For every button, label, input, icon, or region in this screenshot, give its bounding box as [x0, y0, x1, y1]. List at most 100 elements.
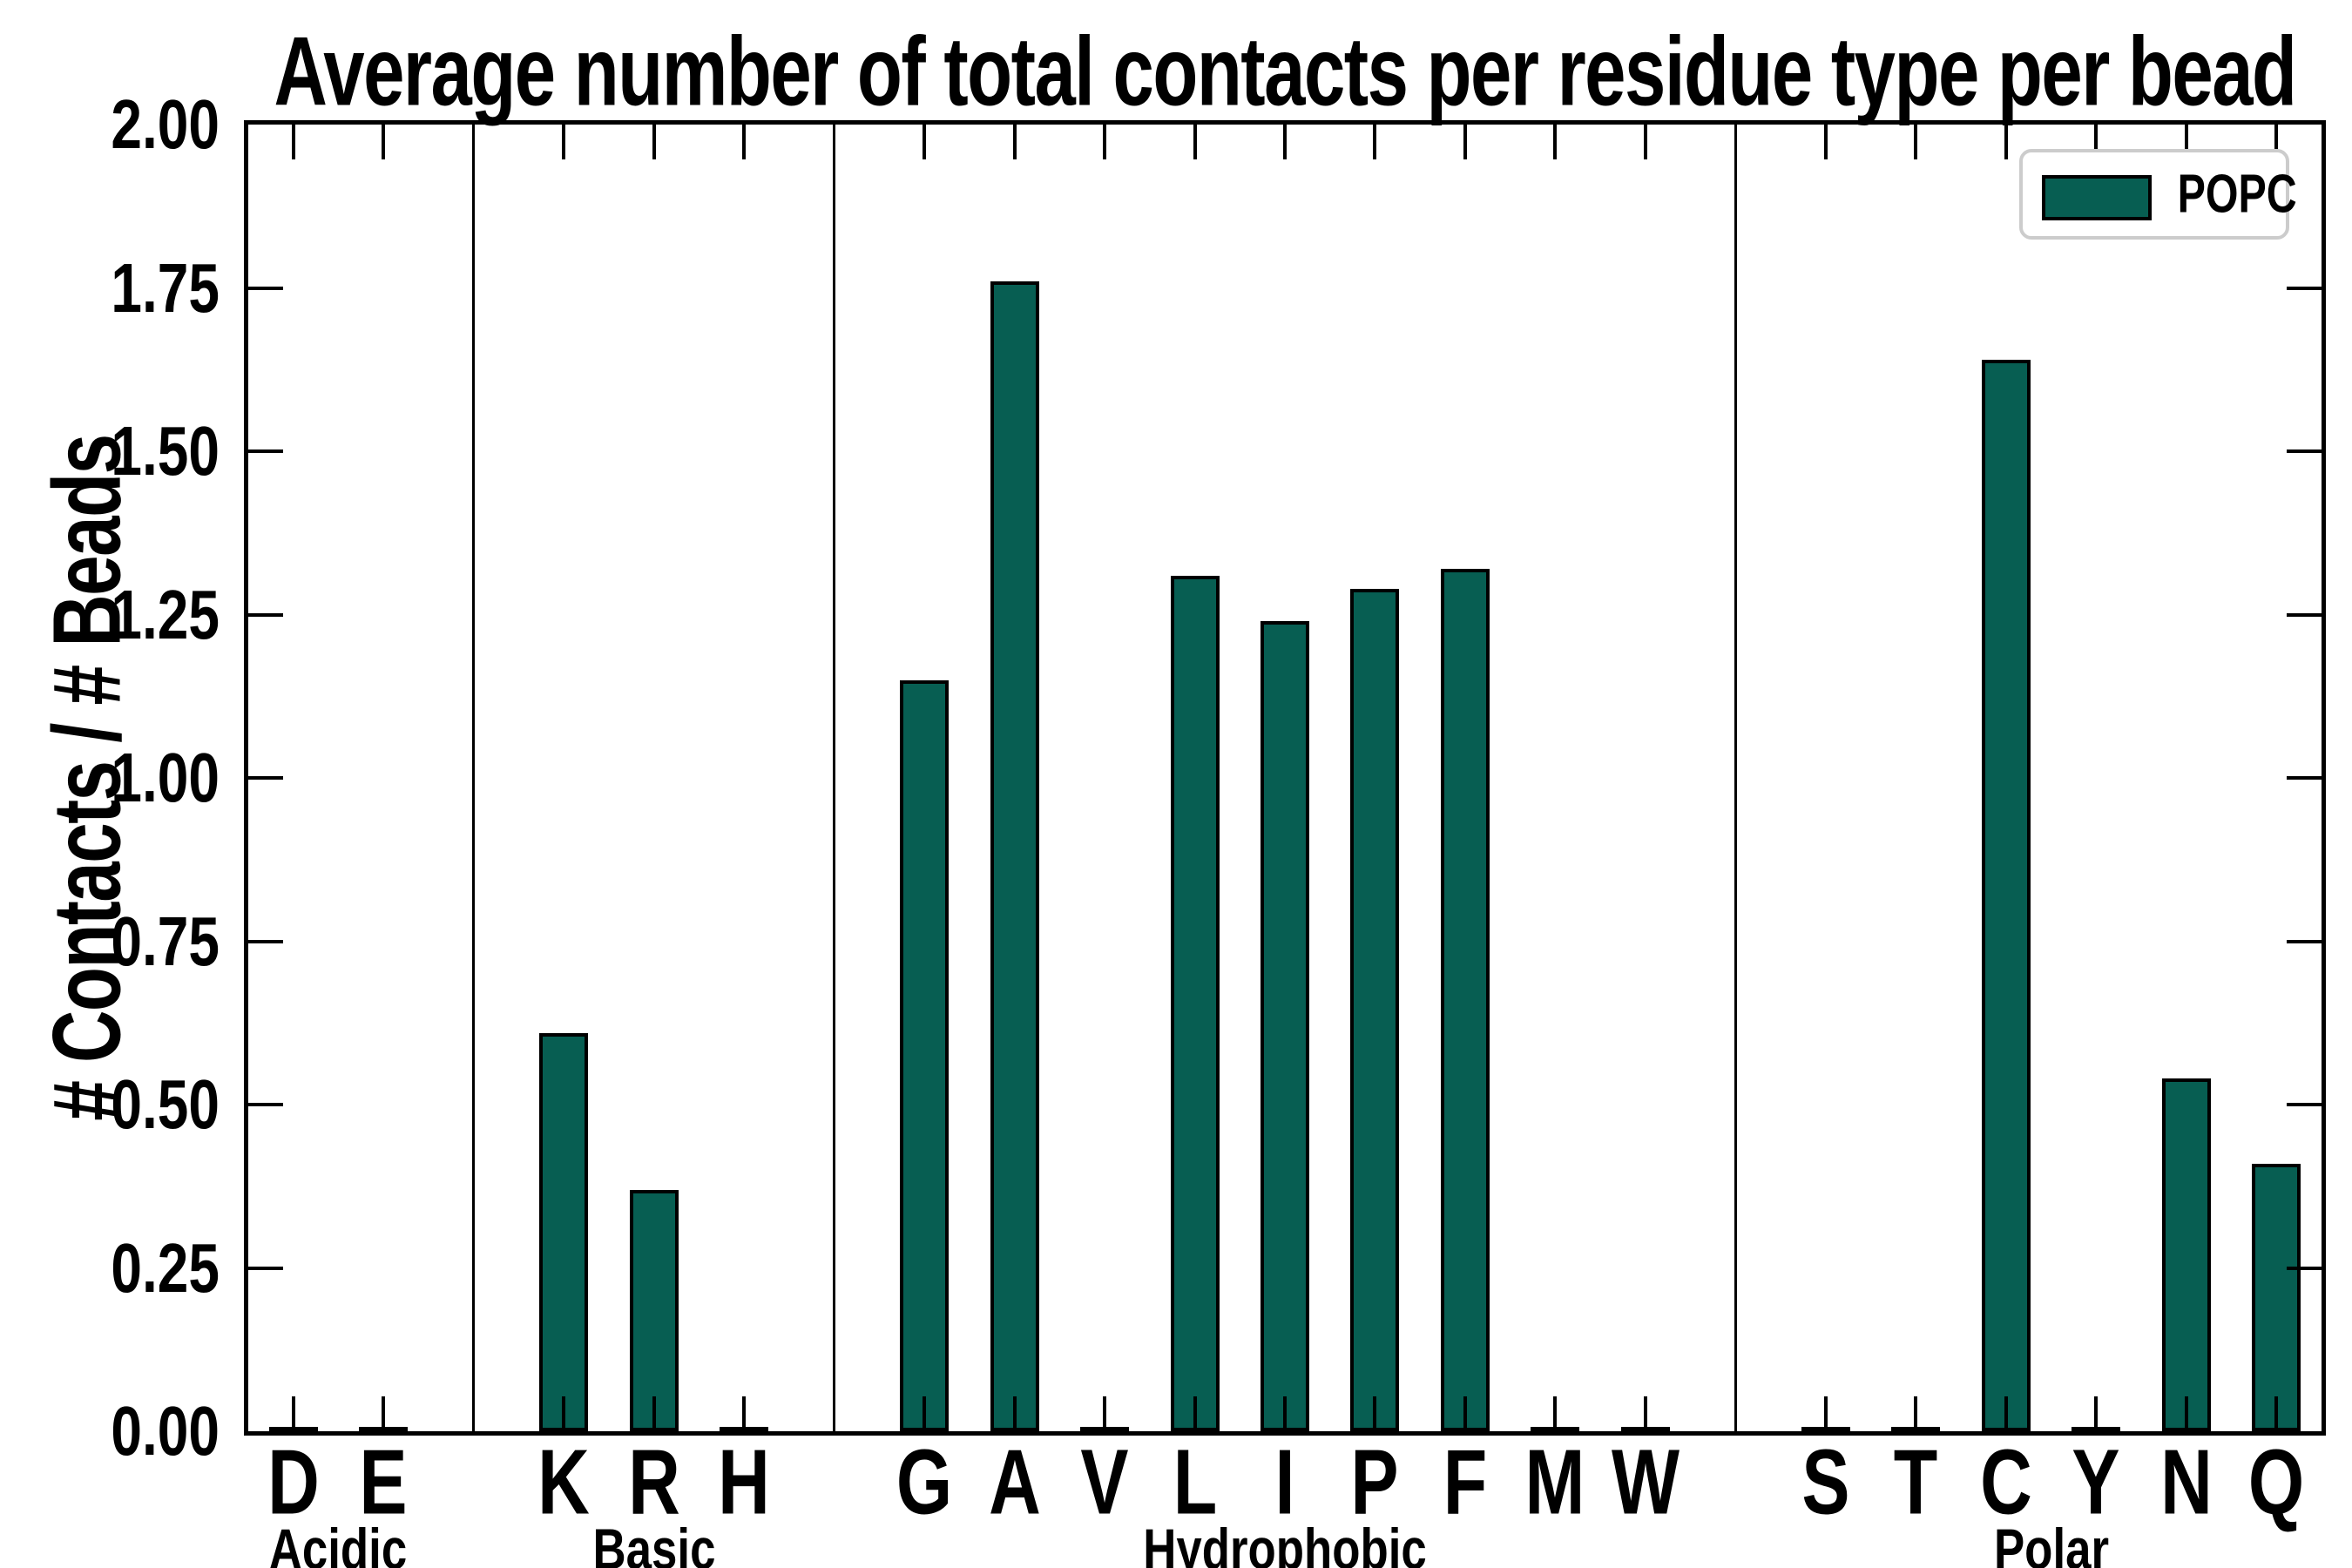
- x-label-F: F: [1443, 1430, 1488, 1534]
- x-tick-top-Q: [2274, 125, 2279, 159]
- y-label-0.50: 0.50: [111, 1065, 220, 1143]
- bar-P: [1350, 588, 1400, 1431]
- x-tick-top-G: [923, 125, 927, 159]
- y-label-1.25: 1.25: [111, 575, 220, 653]
- x-tick-bottom-E: [382, 1396, 386, 1431]
- x-label-E: E: [359, 1430, 408, 1534]
- x-tick-bottom-Q: [2274, 1396, 2279, 1431]
- y-label-2.00: 2.00: [111, 85, 220, 163]
- x-tick-top-H: [742, 125, 747, 159]
- x-tick-bottom-N: [2184, 1396, 2188, 1431]
- y-tick-right-0.50: [2287, 1103, 2322, 1106]
- x-tick-top-S: [1823, 125, 1828, 159]
- x-label-S: S: [1801, 1430, 1850, 1534]
- x-tick-top-P: [1373, 125, 1377, 159]
- x-tick-top-Y: [2094, 125, 2099, 159]
- x-tick-bottom-H: [742, 1396, 747, 1431]
- y-tick-left-1.00: [248, 776, 283, 780]
- group-separator: [472, 125, 476, 1431]
- y-label-1.50: 1.50: [111, 412, 220, 490]
- bar-K: [539, 1032, 589, 1431]
- x-tick-top-K: [562, 125, 566, 159]
- y-tick-right-1.00: [2287, 776, 2322, 780]
- group-separator: [1734, 125, 1737, 1431]
- bar-A: [990, 281, 1039, 1431]
- bar-R: [629, 1189, 679, 1431]
- y-tick-right-1.50: [2287, 449, 2322, 453]
- group-label-basic: Basic: [592, 1517, 716, 1568]
- chart-title: Average number of total contacts per res…: [274, 17, 2297, 126]
- x-label-M: M: [1524, 1430, 1585, 1534]
- x-tick-top-F: [1463, 125, 1467, 159]
- y-tick-right-0.75: [2287, 939, 2322, 943]
- group-label-hydrophobic: Hydrophobic: [1143, 1517, 1427, 1568]
- x-tick-top-V: [1103, 125, 1107, 159]
- legend-label: POPC: [2177, 164, 2297, 225]
- x-tick-bottom-I: [1283, 1396, 1287, 1431]
- x-tick-bottom-F: [1463, 1396, 1467, 1431]
- y-tick-left-1.50: [248, 449, 283, 453]
- legend: POPC: [2019, 149, 2297, 240]
- y-label-0.00: 0.00: [111, 1392, 220, 1470]
- x-label-V: V: [1080, 1430, 1129, 1534]
- bar-L: [1170, 575, 1220, 1431]
- x-tick-top-E: [382, 125, 386, 159]
- x-label-L: L: [1173, 1430, 1217, 1534]
- x-tick-bottom-A: [1012, 1396, 1017, 1431]
- x-tick-bottom-M: [1553, 1396, 1558, 1431]
- x-label-Q: Q: [2248, 1430, 2305, 1534]
- y-label-1.75: 1.75: [111, 248, 220, 327]
- bar-I: [1260, 621, 1309, 1431]
- x-label-A: A: [988, 1430, 1041, 1534]
- x-tick-bottom-W: [1643, 1396, 1647, 1431]
- x-label-W: W: [1611, 1430, 1680, 1534]
- x-tick-bottom-D: [291, 1396, 295, 1431]
- bar-Q: [2252, 1163, 2301, 1431]
- group-label-acidic: Acidic: [269, 1517, 408, 1568]
- x-tick-bottom-P: [1373, 1396, 1377, 1431]
- y-label-1.00: 1.00: [111, 739, 220, 816]
- y-tick-right-1.75: [2287, 286, 2322, 290]
- x-label-H: H: [718, 1430, 770, 1534]
- y-label-0.25: 0.25: [111, 1228, 220, 1307]
- x-tick-bottom-G: [923, 1396, 927, 1431]
- x-tick-top-T: [1914, 125, 1918, 159]
- x-tick-bottom-T: [1914, 1396, 1918, 1431]
- x-label-K: K: [537, 1430, 591, 1534]
- bar-F: [1440, 569, 1490, 1431]
- x-tick-bottom-Y: [2094, 1396, 2099, 1431]
- group-separator: [833, 125, 836, 1431]
- bar-N: [2161, 1078, 2211, 1431]
- y-tick-right-0.25: [2287, 1266, 2322, 1270]
- x-label-P: P: [1350, 1430, 1400, 1534]
- x-tick-top-C: [2004, 125, 2008, 159]
- y-tick-left-1.75: [248, 286, 283, 290]
- plot-border: [244, 120, 2326, 1436]
- x-tick-top-N: [2184, 125, 2188, 159]
- x-tick-bottom-K: [562, 1396, 566, 1431]
- x-tick-top-W: [1643, 125, 1647, 159]
- y-tick-right-1.25: [2287, 612, 2322, 617]
- x-tick-bottom-R: [652, 1396, 656, 1431]
- x-tick-bottom-C: [2004, 1396, 2008, 1431]
- x-label-N: N: [2159, 1430, 2213, 1534]
- x-label-C: C: [1979, 1430, 2032, 1534]
- x-tick-top-L: [1193, 125, 1197, 159]
- x-tick-bottom-V: [1103, 1396, 1107, 1431]
- x-tick-top-R: [652, 125, 656, 159]
- y-tick-left-1.25: [248, 612, 283, 617]
- x-label-I: I: [1274, 1430, 1295, 1534]
- y-tick-left-0.25: [248, 1266, 283, 1270]
- y-tick-left-0.50: [248, 1103, 283, 1106]
- x-tick-top-D: [291, 125, 295, 159]
- group-label-polar: Polar: [1993, 1517, 2109, 1568]
- legend-swatch-popc: [2042, 175, 2152, 220]
- y-label-0.75: 0.75: [111, 902, 220, 980]
- x-label-R: R: [627, 1430, 680, 1534]
- bar-G: [900, 679, 950, 1431]
- bar-C: [1981, 360, 2031, 1431]
